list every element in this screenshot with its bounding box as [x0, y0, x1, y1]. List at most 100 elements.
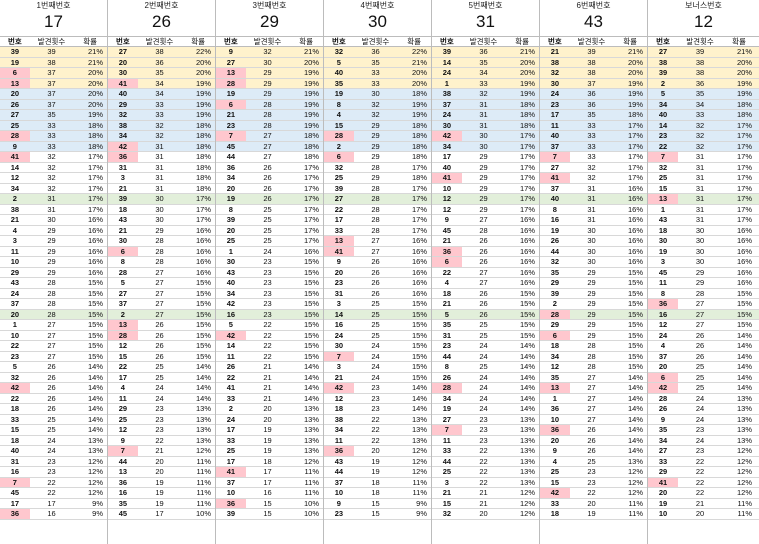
probability-cell: 19% [196, 89, 212, 98]
number-cell: 4 [660, 341, 666, 350]
count-cell: 26 [263, 162, 272, 172]
probability-cell: 11% [304, 467, 320, 476]
number-cell: 26 [10, 99, 20, 109]
number-cell: 27 [658, 446, 668, 455]
probability-cell: 17% [304, 183, 320, 193]
probability-cell: 14% [736, 330, 752, 340]
count-cell: 25 [587, 456, 596, 466]
number-cell: 26 [658, 404, 668, 413]
table-row: 2 29 15% [540, 299, 647, 310]
number-cell: 37 [334, 477, 344, 487]
table-row: 36 20 12% [324, 446, 431, 457]
count-cell: 24 [695, 435, 705, 445]
count-cell: 26 [371, 288, 380, 298]
table-row: 40 31 16% [540, 194, 647, 205]
number-cell: 19 [226, 89, 236, 98]
count-cell: 30 [155, 215, 164, 224]
count-cell: 24 [479, 351, 488, 361]
probability-cell: 14% [628, 414, 644, 424]
count-cell: 27 [263, 131, 272, 140]
probability-cell: 16% [196, 225, 212, 235]
number-cell: 26 [442, 372, 452, 382]
count-cell: 27 [587, 414, 596, 424]
number-cell: 20 [658, 362, 668, 371]
table-row: 11 33 17% [540, 120, 647, 131]
probability-cell: 20% [412, 68, 428, 77]
number-cell: 2 [552, 299, 557, 308]
count-cell: 22 [587, 488, 596, 497]
table-row: 26 24 13% [648, 404, 759, 415]
count-cell: 29 [479, 152, 488, 161]
probability-cell: 17% [736, 152, 752, 161]
probability-cell: 16% [736, 278, 752, 287]
table-row: 43 31 17% [648, 215, 759, 226]
number-cell: 29 [118, 404, 128, 413]
table-row: 7 23 13% [432, 425, 539, 436]
table-row: 10 29 16% [0, 257, 107, 268]
table-row: 13 27 16% [324, 236, 431, 247]
number-cell: 16 [226, 309, 236, 319]
count-cell: 19 [155, 498, 164, 508]
count-cell: 27 [263, 152, 272, 161]
number-cell: 38 [118, 120, 128, 130]
probability-cell: 15% [412, 330, 428, 340]
count-cell: 31 [155, 141, 164, 151]
number-cell: 33 [334, 225, 344, 235]
count-cell: 28 [155, 246, 164, 256]
table-row: 4 29 16% [0, 225, 107, 236]
probability-cell: 18% [520, 120, 536, 130]
probability-cell: 21% [412, 57, 428, 67]
probability-cell: 13% [304, 425, 320, 434]
probability-cell: 12% [736, 488, 752, 497]
number-cell: 28 [432, 383, 462, 393]
count-cell: 26 [371, 257, 380, 266]
count-cell: 22 [695, 456, 705, 466]
number-cell: 6 [0, 68, 30, 78]
count-cell: 27 [587, 393, 596, 403]
table-row: 38 38 20% [648, 57, 759, 68]
probability-cell: 9% [92, 498, 104, 508]
probability-cell: 16% [628, 225, 644, 235]
table-row: 39 36 21% [432, 47, 539, 58]
number-cell: 12 [658, 320, 668, 329]
table-row: 1 27 14% [540, 393, 647, 404]
number-cell: 44 [334, 467, 344, 476]
count-cell: 27 [155, 288, 164, 298]
table-row: 34 28 15% [540, 352, 647, 362]
count-cell: 28 [479, 225, 488, 235]
number-cell: 17 [226, 425, 236, 434]
count-cell: 38 [587, 68, 596, 77]
number-cell: 35 [658, 425, 668, 434]
probability-cell: 13% [196, 425, 212, 434]
probability-cell: 15% [88, 320, 104, 329]
table-row: 33 22 12% [648, 456, 759, 467]
count-cell: 16 [263, 488, 272, 497]
table-row: 1 27 15% [0, 320, 107, 331]
count-cell: 35 [695, 89, 705, 98]
column-header-probability: 확률 [299, 37, 314, 46]
count-cell: 29 [263, 78, 272, 88]
column-header-count: 발견횟수 [37, 37, 66, 46]
number-cell: 23 [226, 120, 236, 130]
number-cell: 30 [118, 68, 128, 77]
count-cell: 22 [263, 330, 272, 340]
table-row: 4 27 16% [432, 278, 539, 289]
probability-cell: 20% [520, 57, 536, 67]
count-cell: 31 [479, 120, 488, 130]
table-row: 35 23 13% [648, 425, 759, 436]
count-cell: 29 [587, 320, 596, 329]
table-row: 7 33 17% [540, 152, 647, 163]
table-row: 34 22 13% [324, 425, 431, 436]
probability-cell: 14% [88, 393, 104, 403]
probability-cell: 16% [88, 246, 104, 256]
table-row: 12 29 17% [432, 205, 539, 215]
probability-cell: 9% [92, 509, 104, 518]
probability-cell: 17% [628, 152, 644, 161]
count-cell: 28 [47, 278, 56, 287]
table-row: 44 24 14% [432, 351, 539, 362]
number-cell: 25 [118, 414, 128, 424]
probability-cell: 14% [88, 383, 104, 392]
count-cell: 29 [47, 225, 56, 235]
number-cell: 30 [226, 257, 236, 266]
table-row: 17 18 12% [216, 457, 323, 467]
